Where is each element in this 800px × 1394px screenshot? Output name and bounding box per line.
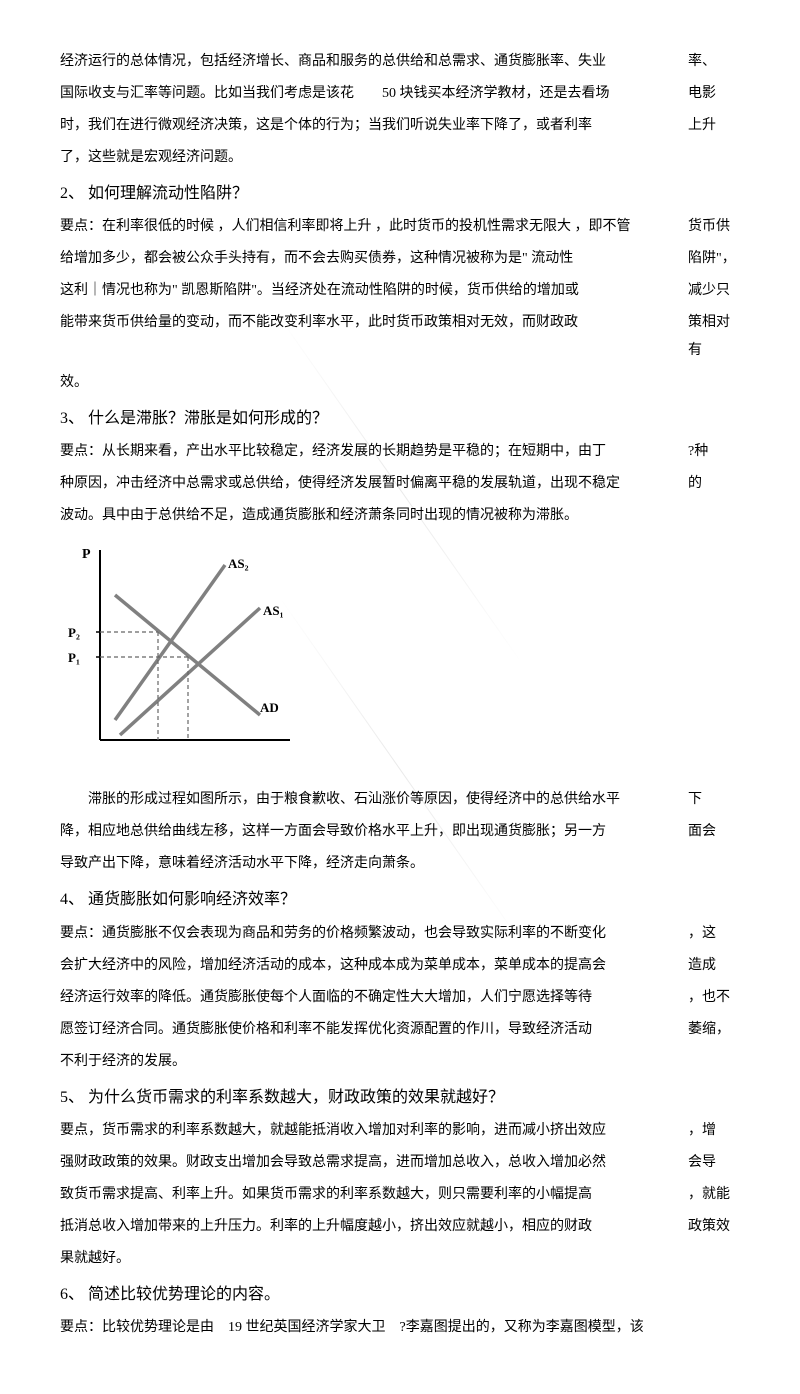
q5-l1b: ，增: [680, 1117, 740, 1145]
q5-l3b: ，就能: [680, 1181, 740, 1209]
q2-l1a: 要点：在利率很低的时候 ，人们相信利率即将上升 ，此时货币的投机性需求无限大 ，…: [60, 213, 680, 241]
q5-l4b: 政策效: [680, 1213, 740, 1241]
q3-l1b: ?种: [680, 438, 740, 466]
diagram-svg: P AS₂ AS₁ AD P₂ P₁: [60, 540, 300, 765]
intro-line-4: 了，这些就是宏观经济问题。: [60, 144, 740, 172]
q3b-l3: 导致产出下降，意味着经济活动水平下降，经济走向萧条。: [60, 850, 740, 878]
q3-l2a: 种原因，冲击经济中总需求或总供给，使得经济发展暂时偏离平稳的发展轨道，出现不稳定: [60, 470, 680, 498]
intro-line-1a: 经济运行的总体情况，包括经济增长、商品和服务的总供给和总需求、通货膨胀率、失业: [60, 48, 680, 76]
q3-l3: 波动。具中由于总供给不足，造成通货膨胀和经济萧条同时出现的情况被称为滞胀。: [60, 502, 740, 530]
q5-heading: 5、 为什么货币需求的利率系数越大，财政政策的效果就越好？: [60, 1080, 740, 1115]
q2-l4b: 策相对有: [680, 309, 740, 365]
q4-l2b: 造成: [680, 952, 740, 980]
q5-l2a: 强财政政策的效果。财政支出增加会导致总需求提高，进而增加总收入，总收入增加必然: [60, 1149, 680, 1177]
document-content: 经济运行的总体情况，包括经济增长、商品和服务的总供给和总需求、通货膨胀率、失业率…: [60, 48, 740, 1342]
q2-l1b: 货币供: [680, 213, 740, 241]
q2-heading: 2、 如何理解流动性陷阱？: [60, 176, 740, 211]
q4-l4b: 萎缩，: [680, 1016, 740, 1044]
q3b-l1b: 下: [680, 786, 740, 814]
q3b-l2a: 降，相应地总供给曲线左移，这样一方面会导致价格水平上升，即出现通货膨胀；另一方: [60, 818, 680, 846]
q3-l1a: 要点：从长期来看，产出水平比较稳定，经济发展的长期趋势是平稳的；在短期中，由丁: [60, 438, 680, 466]
q6-heading: 6、 简述比较优势理论的内容。: [60, 1277, 740, 1312]
intro-line-3a: 时，我们在进行微观经济决策，这是个体的行为；当我们听说失业率下降了，或者利率: [60, 112, 680, 140]
svg-text:AS₂: AS₂: [228, 556, 249, 571]
q2-l4a: 能带来货币供给量的变动，而不能改变利率水平，此时货币政策相对无效，而财政政: [60, 309, 680, 365]
svg-text:P₂: P₂: [68, 625, 80, 640]
q3b-l2b: 面会: [680, 818, 740, 846]
q5-l5: 果就越好。: [60, 1245, 740, 1273]
q5-l1a: 要点，货币需求的利率系数越大，就越能抵消收入增加对利率的影响，进而减小挤出效应: [60, 1117, 680, 1145]
q4-l4a: 愿签订经济合同。通货膨胀使价格和利率不能发挥优化资源配置的作川，导致经济活动: [60, 1016, 680, 1044]
q4-l3a: 经济运行效率的降低。通货膨胀使每个人面临的不确定性大大增加，人们宁愿选择等待: [60, 984, 680, 1012]
svg-text:AD: AD: [260, 700, 279, 715]
q2-l2a: 给增加多少，都会被公众手头持有，而不会去购买债券，这种情况被称为是" 流动性: [60, 245, 680, 273]
svg-text:P₁: P₁: [68, 650, 80, 665]
q5-l2b: 会导: [680, 1149, 740, 1177]
q3-l2b: 的: [680, 470, 740, 498]
q4-l2a: 会扩大经济中的风险，增加经济活动的成本，这种成本成为菜单成本，菜单成本的提高会: [60, 952, 680, 980]
q3b-l1a: 滞胀的形成过程如图所示，由于粮食歉收、石汕涨价等原因，使得经济中的总供给水平: [60, 786, 680, 814]
q2-l2b: 陷阱"，: [680, 245, 740, 273]
intro-line-3b: 上升: [680, 112, 740, 140]
q2-l5: 效。: [60, 369, 740, 397]
q4-heading: 4、 通货膨胀如何影响经济效率？: [60, 882, 740, 917]
intro-line-2b: 电影: [680, 80, 740, 108]
intro-line-2: 国际收支与汇率等问题。比如当我们考虑是该花 50 块钱买本经济学教材，还是去看场: [60, 80, 680, 108]
q4-l3b: ，也不: [680, 984, 740, 1012]
svg-text:P: P: [82, 547, 91, 562]
q2-l3a: 这利｜情况也称为" 凯恩斯陷阱"。当经济处在流动性陷阱的时候，货币供给的增加或: [60, 277, 680, 305]
q4-l5: 不利于经济的发展。: [60, 1048, 740, 1076]
q4-l1a: 要点：通货膨胀不仅会表现为商品和劳务的价格频繁波动，也会导致实际利率的不断变化: [60, 920, 680, 948]
q4-l1b: ，这: [680, 920, 740, 948]
svg-text:AS₁: AS₁: [263, 603, 284, 618]
q3-heading: 3、 什么是滞胀？滞胀是如何形成的？: [60, 401, 740, 436]
q2-l3b: 减少只: [680, 277, 740, 305]
q6-l1: 要点：比较优势理论是由 19 世纪英国经济学家大卫 ?李嘉图提出的，又称为李嘉图…: [60, 1314, 740, 1342]
as-ad-diagram: P AS₂ AS₁ AD P₂ P₁: [60, 540, 740, 770]
q5-l3a: 致货币需求提高、利率上升。如果货币需求的利率系数越大，则只需要利率的小幅提高: [60, 1181, 680, 1209]
q5-l4a: 抵消总收入增加带来的上升压力。利率的上升幅度越小，挤出效应就越小，相应的财政: [60, 1213, 680, 1241]
intro-line-1b: 率、: [680, 48, 740, 76]
